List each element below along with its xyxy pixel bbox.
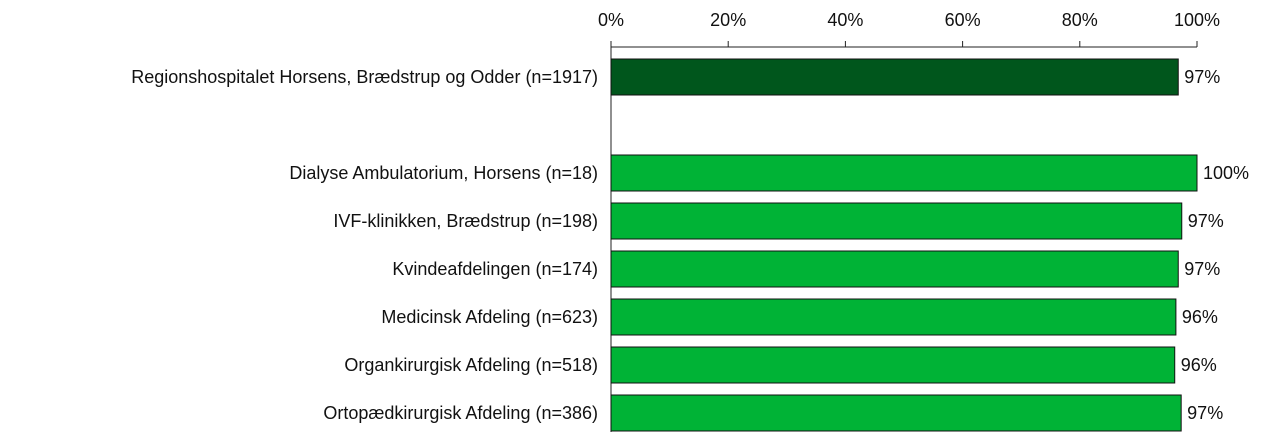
- bar: [610, 58, 1179, 96]
- y-tick-label: Medicinsk Afdeling (n=623): [381, 307, 598, 327]
- bar: [610, 154, 1198, 192]
- bar: [610, 394, 1182, 432]
- bar: [610, 202, 1183, 240]
- x-tick-label: 40%: [827, 10, 863, 30]
- data-label: 97%: [1188, 211, 1224, 231]
- bar: [610, 298, 1177, 336]
- y-tick-label: Dialyse Ambulatorium, Horsens (n=18): [289, 163, 598, 183]
- bar: [610, 346, 1176, 384]
- y-tick-label: Regionshospitalet Horsens, Brædstrup og …: [131, 67, 598, 87]
- data-label: 96%: [1181, 355, 1217, 375]
- x-tick-label: 60%: [945, 10, 981, 30]
- data-label: 97%: [1184, 259, 1220, 279]
- y-tick-label: Ortopædkirurgisk Afdeling (n=386): [323, 403, 598, 423]
- y-tick-label: IVF-klinikken, Brædstrup (n=198): [333, 211, 598, 231]
- bar: [610, 250, 1179, 288]
- x-tick-label: 20%: [710, 10, 746, 30]
- y-tick-label: Organkirurgisk Afdeling (n=518): [344, 355, 598, 375]
- x-tick-label: 0%: [598, 10, 624, 30]
- data-label: 96%: [1182, 307, 1218, 327]
- x-tick-label: 100%: [1174, 10, 1220, 30]
- data-label: 97%: [1187, 403, 1223, 423]
- data-label: 97%: [1184, 67, 1220, 87]
- y-tick-label: Kvindeafdelingen (n=174): [392, 259, 598, 279]
- x-tick-label: 80%: [1062, 10, 1098, 30]
- data-label: 100%: [1203, 163, 1249, 183]
